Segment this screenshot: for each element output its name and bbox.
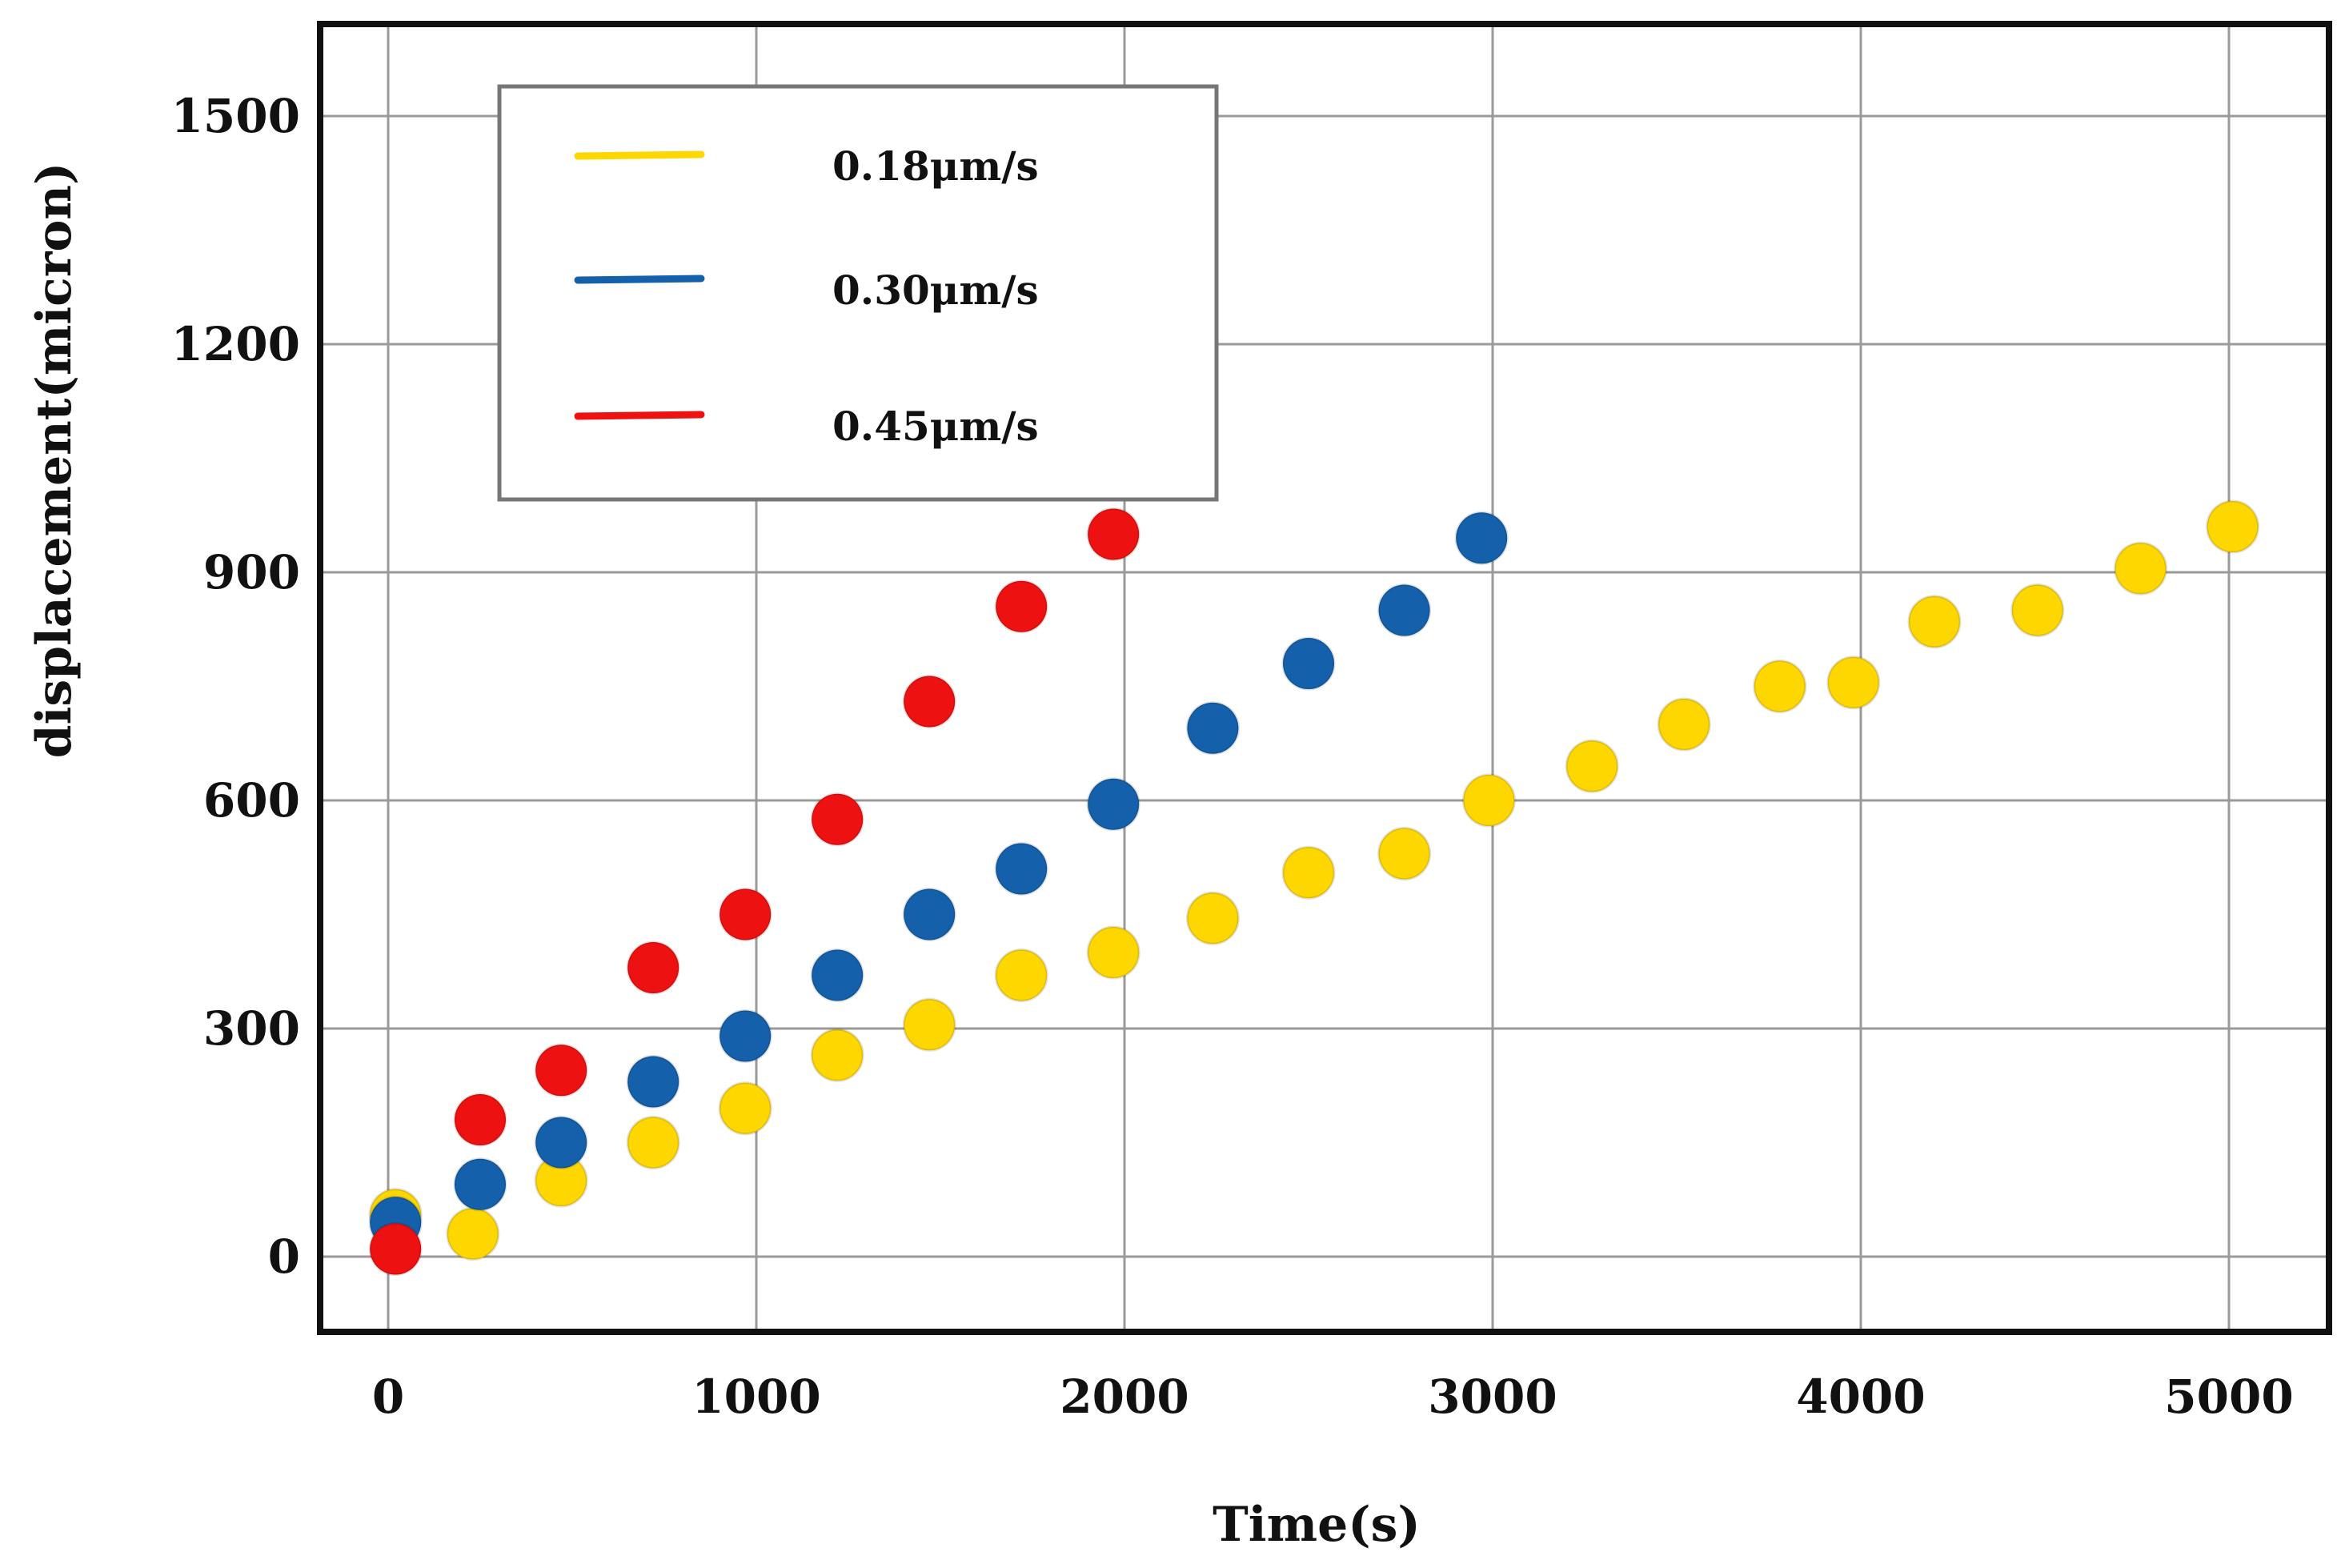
series-1	[368, 511, 1509, 1249]
data-point	[626, 940, 680, 995]
x-tick-label: 3000	[1428, 1369, 1557, 1424]
data-point	[718, 1081, 772, 1136]
data-point	[1454, 511, 1509, 565]
data-point	[534, 1116, 588, 1169]
data-point	[368, 1222, 423, 1276]
data-point	[1185, 701, 1240, 756]
plot-frame	[317, 21, 2332, 1335]
data-point	[902, 997, 956, 1052]
data-point	[626, 1116, 680, 1169]
legend-swatch	[574, 150, 705, 160]
data-point	[1086, 777, 1140, 832]
series-0	[368, 499, 2260, 1261]
x-tick-label: 5000	[2164, 1369, 2293, 1424]
x-tick-label: 2000	[1060, 1369, 1189, 1424]
legend-label: 0.45μm/s	[832, 403, 1039, 450]
series-2	[368, 507, 1140, 1276]
data-point	[2114, 541, 2168, 596]
data-point	[2010, 583, 2065, 637]
x-tick-label: 4000	[1796, 1369, 1925, 1424]
data-point	[453, 1157, 507, 1212]
y-tick-label: 1500	[171, 89, 300, 143]
data-point	[1281, 636, 1336, 691]
data-point	[1826, 656, 1881, 710]
x-tick-label: 1000	[691, 1369, 820, 1424]
data-point	[1657, 697, 1711, 752]
legend-swatch	[574, 275, 705, 284]
data-point	[994, 842, 1048, 896]
data-points	[368, 499, 2260, 1276]
y-tick-label: 300	[203, 1001, 300, 1056]
data-point	[2206, 499, 2260, 554]
y-axis-title: displacement(micron)	[26, 162, 82, 759]
data-point	[534, 1043, 588, 1097]
data-point	[902, 888, 956, 941]
data-point	[718, 1009, 772, 1063]
data-point	[1086, 925, 1140, 980]
data-point	[718, 888, 772, 941]
data-point	[1753, 660, 1807, 713]
axis-ticks: 0 1000 2000 3000 4000 5000 0 300 600 900 1200 1500	[171, 89, 2294, 1424]
data-point	[1086, 507, 1140, 561]
data-point	[810, 948, 864, 1002]
legend-label: 0.30μm/s	[832, 267, 1039, 314]
x-tick-label: 0	[372, 1369, 404, 1424]
y-tick-label: 900	[203, 545, 300, 600]
data-point	[1377, 827, 1432, 880]
data-point	[1565, 739, 1619, 793]
data-point	[1907, 595, 1962, 649]
legend: 0.18μm/s 0.30μm/s 0.45μm/s	[497, 84, 1219, 502]
legend-label: 0.18μm/s	[832, 142, 1039, 190]
data-point	[902, 675, 956, 728]
data-point	[446, 1207, 500, 1261]
data-point	[994, 948, 1048, 1002]
data-point	[810, 792, 864, 847]
data-point	[453, 1093, 507, 1147]
data-point	[1377, 583, 1432, 637]
x-axis-title: Time(s)	[1213, 1497, 1421, 1553]
y-tick-label: 600	[203, 773, 300, 828]
data-point	[1461, 773, 1516, 828]
y-tick-label: 1200	[171, 317, 300, 371]
y-tick-label: 0	[268, 1229, 300, 1284]
data-point	[1185, 891, 1240, 945]
legend-swatch	[574, 411, 705, 420]
data-point	[994, 579, 1048, 634]
data-point	[626, 1055, 680, 1109]
data-point	[1281, 845, 1336, 900]
data-point	[810, 1028, 864, 1082]
